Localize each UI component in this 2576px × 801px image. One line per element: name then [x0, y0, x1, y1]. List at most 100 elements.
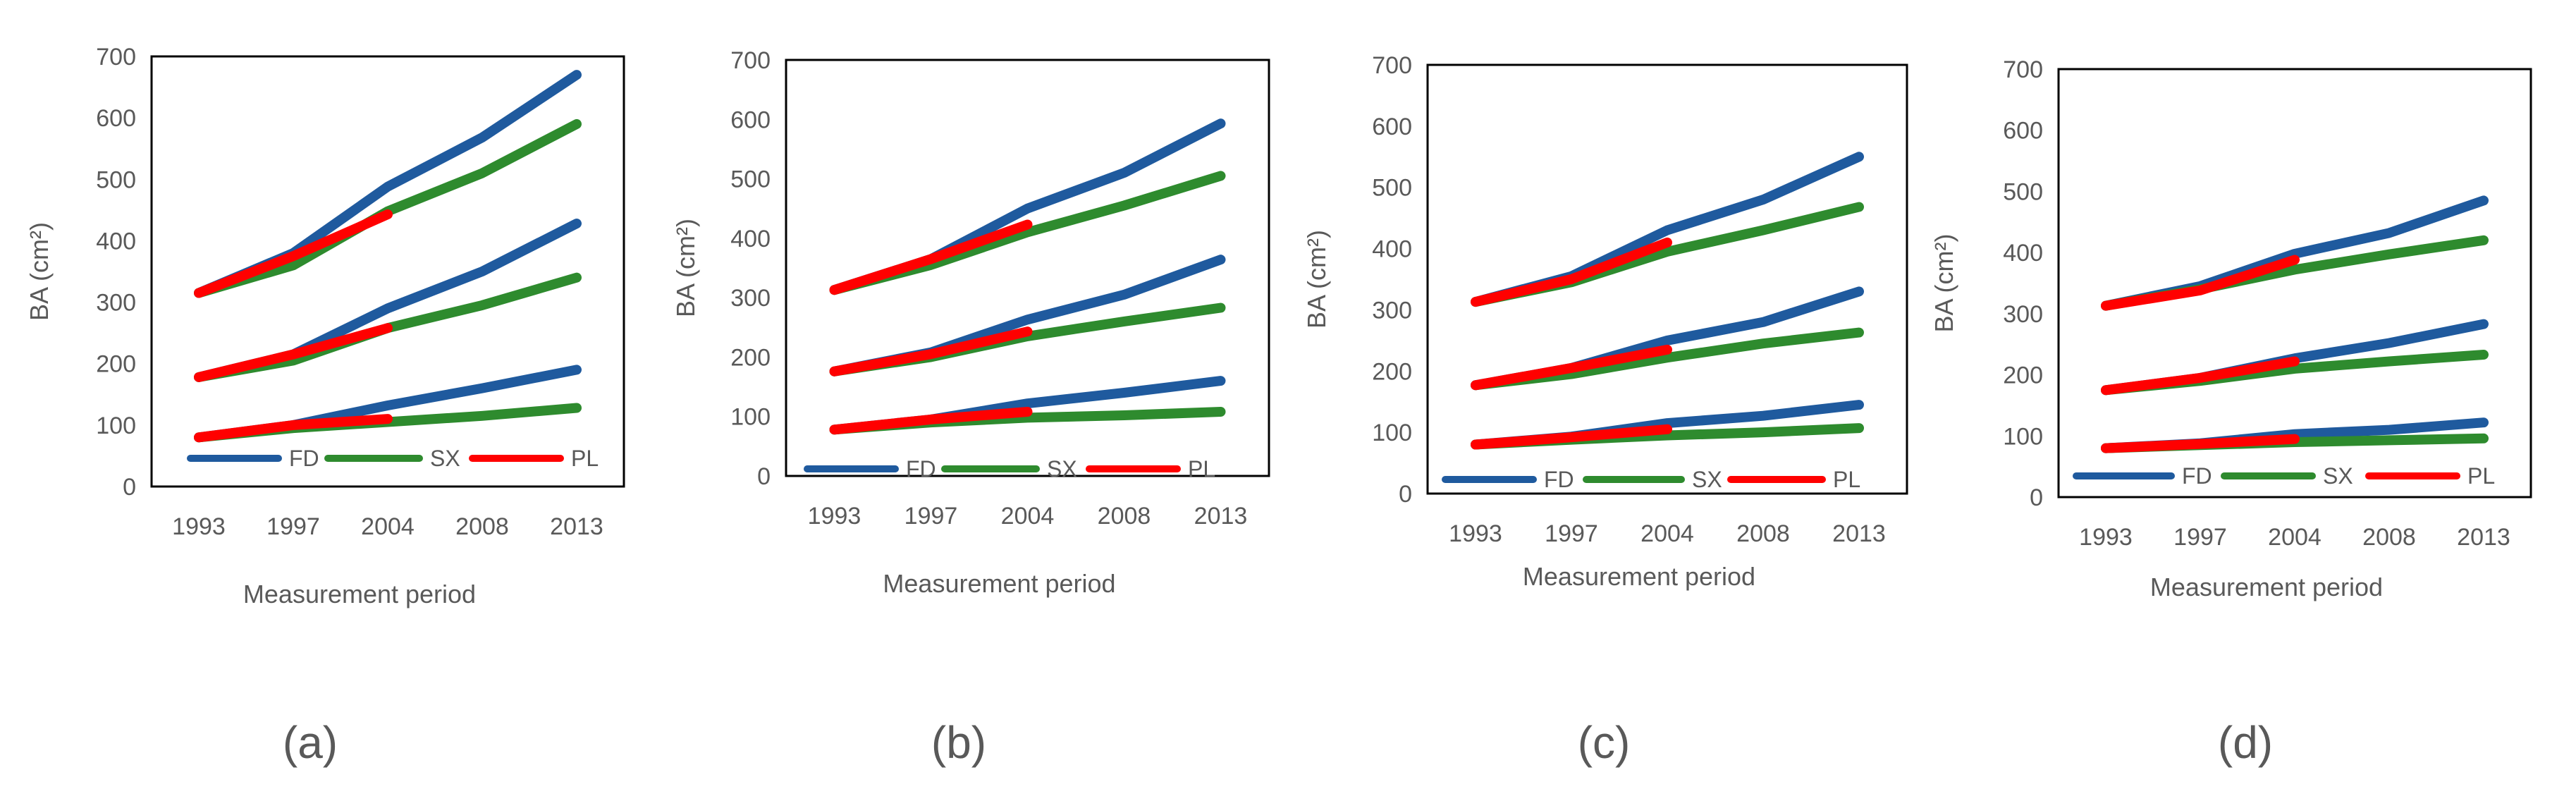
- x-tick-label: 1993: [1449, 520, 1502, 547]
- y-tick-label: 500: [2003, 178, 2043, 205]
- y-tick-label: 700: [1372, 52, 1412, 79]
- legend-label-sx: SX: [2323, 463, 2353, 489]
- x-tick-label: 2013: [1194, 503, 1248, 530]
- legend-label-sx: SX: [1047, 456, 1077, 482]
- y-tick-label: 0: [757, 463, 771, 490]
- panel-d: 0 100 200 300 400 500 600 700 1993 1997 2004 2008 20…: [1930, 56, 2532, 768]
- x-tick-label: 2004: [1001, 503, 1055, 530]
- x-tick-label: 2013: [2457, 524, 2510, 551]
- panel-caption: (c): [1578, 717, 1631, 768]
- y-tick-label: 400: [730, 226, 771, 252]
- legend-label-sx: SX: [1692, 467, 1722, 492]
- y-tick-label: 700: [730, 47, 771, 74]
- series-line-fd: [194, 70, 582, 298]
- y-axis-title: BA (cm²): [25, 222, 54, 321]
- panel-b: 0 100 200 300 400 500 600 700 1993 1997 2004 2008 20…: [671, 47, 1270, 768]
- legend-label-fd: FD: [1544, 467, 1574, 492]
- panel-c: 0 100 200 300 400 500 600 700 1993 1997 2004 2008 20…: [1302, 52, 1908, 768]
- series-line-pl: [194, 323, 393, 382]
- x-tick-label: 2008: [2362, 524, 2416, 551]
- x-tick-label: 1997: [904, 503, 958, 530]
- series-line-fd: [829, 118, 1226, 295]
- panel-caption: (b): [931, 717, 986, 768]
- y-tick-label: 100: [2003, 423, 2043, 450]
- x-tick-label: 2008: [1736, 520, 1790, 547]
- series-line-pl: [1471, 237, 1672, 307]
- x-tick-label: 2004: [361, 513, 415, 540]
- y-tick-label: 200: [1372, 358, 1412, 385]
- y-tick-label: 600: [1372, 114, 1412, 140]
- x-tick-label: 1993: [172, 513, 226, 540]
- y-tick-label: 600: [2003, 118, 2043, 145]
- y-tick-label: 300: [2003, 301, 2043, 328]
- y-tick-label: 100: [96, 412, 136, 439]
- y-tick-label: 700: [96, 44, 136, 71]
- legend-label-fd: FD: [2182, 463, 2212, 489]
- series-line-pl: [829, 326, 1033, 377]
- y-tick-label: 300: [730, 285, 771, 312]
- y-tick-label: 600: [96, 105, 136, 132]
- x-axis-title: Measurement period: [243, 580, 476, 609]
- y-tick-label: 600: [730, 106, 771, 133]
- y-tick-label: 400: [2003, 240, 2043, 267]
- x-axis-title: Measurement period: [883, 569, 1115, 598]
- y-tick-label: 200: [2003, 362, 2043, 389]
- x-tick-label: 2013: [1832, 520, 1886, 547]
- series-line-fd: [194, 219, 582, 382]
- y-axis-title: BA (cm²): [671, 219, 700, 317]
- series-line-pl: [829, 219, 1033, 295]
- y-axis-title: BA (cm²): [1930, 234, 1958, 333]
- series-line-pl: [2101, 356, 2300, 396]
- x-tick-label: 2004: [2268, 524, 2322, 551]
- y-tick-label: 700: [2003, 56, 2043, 83]
- x-tick-label: 1993: [808, 503, 861, 530]
- legend-label-pl: PL: [2467, 463, 2495, 489]
- x-tick-label: 2004: [1640, 520, 1694, 547]
- y-tick-label: 0: [2030, 484, 2043, 511]
- y-tick-label: 0: [1399, 481, 1412, 508]
- x-tick-label: 1997: [266, 513, 320, 540]
- plot-frame: [1426, 63, 1908, 495]
- y-tick-label: 0: [123, 474, 136, 501]
- legend-label-pl: PL: [1833, 467, 1860, 492]
- series-line-pl: [1471, 424, 1672, 450]
- y-tick-label: 400: [1372, 236, 1412, 263]
- plot-frame: [785, 59, 1270, 477]
- x-tick-label: 2008: [455, 513, 509, 540]
- x-tick-label: 1997: [2173, 524, 2227, 551]
- x-axis-title: Measurement period: [1523, 562, 1755, 591]
- legend-label-fd: FD: [906, 456, 936, 482]
- series-line-pl: [2101, 255, 2300, 311]
- y-tick-label: 200: [730, 344, 771, 371]
- y-tick-label: 500: [1372, 175, 1412, 202]
- y-tick-label: 500: [96, 166, 136, 193]
- x-tick-label: 1997: [1545, 520, 1598, 547]
- y-axis-title: BA (cm²): [1302, 230, 1331, 329]
- y-tick-label: 300: [96, 290, 136, 317]
- y-tick-label: 300: [1372, 297, 1412, 324]
- legend-label-fd: FD: [289, 446, 319, 471]
- legend-label-sx: SX: [430, 446, 460, 471]
- y-tick-label: 100: [1372, 420, 1412, 446]
- panel-a: 0 100 200 300 400 500 600 700 1993 1997 2004 2008 20…: [25, 44, 625, 768]
- series-line-pl: [1471, 344, 1672, 391]
- x-axis-title: Measurement period: [2150, 573, 2383, 601]
- y-tick-label: 500: [730, 166, 771, 193]
- legend-label-pl: PL: [571, 446, 599, 471]
- plot-frame: [2057, 68, 2532, 499]
- plot-frame: [150, 55, 625, 488]
- y-tick-label: 100: [730, 404, 771, 431]
- legend-label-pl: PL: [1188, 456, 1215, 482]
- series-line-pl: [829, 407, 1033, 435]
- x-tick-label: 2013: [550, 513, 603, 540]
- y-tick-label: 200: [96, 351, 136, 378]
- panel-caption: (d): [2218, 717, 2273, 768]
- y-tick-label: 400: [96, 228, 136, 255]
- series-line-pl: [2101, 434, 2300, 453]
- series-line-fd: [1471, 152, 1864, 307]
- panel-caption: (a): [283, 717, 338, 768]
- series-line-pl: [194, 209, 393, 298]
- x-tick-label: 2008: [1098, 503, 1151, 530]
- x-tick-label: 1993: [2079, 524, 2133, 551]
